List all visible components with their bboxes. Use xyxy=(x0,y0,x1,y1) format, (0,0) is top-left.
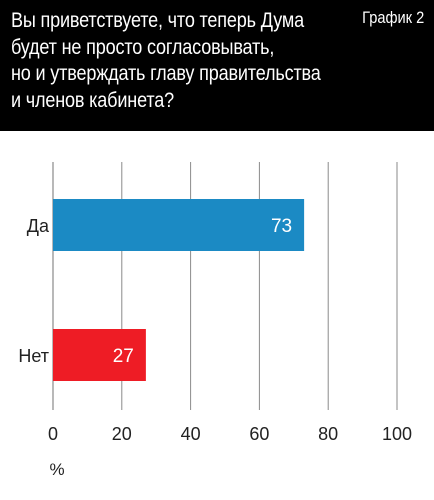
question-line-4: и членов кабинета? xyxy=(11,88,174,112)
x-tick-label-80: 80 xyxy=(318,424,338,444)
category-label-yes: Да xyxy=(27,216,50,236)
chart-number-label: График 2 xyxy=(361,8,424,27)
chart-question: Вы приветствуете, что теперь Дума будет … xyxy=(11,8,321,114)
x-axis-label: % xyxy=(49,460,64,479)
question-line-1: Вы приветствуете, что теперь Дума xyxy=(11,9,304,32)
x-tick-label-60: 60 xyxy=(249,424,269,444)
x-tick-label-20: 20 xyxy=(112,424,132,444)
chart-header: Вы приветствуете, что теперь Дума будет … xyxy=(0,0,434,131)
x-tick-label-0: 0 xyxy=(48,424,58,444)
question-line-3: но и утверждать главу правительства xyxy=(11,62,321,85)
bar-yes xyxy=(53,199,305,251)
bar-value-label-no: 27 xyxy=(113,346,134,367)
x-tick-label-100: 100 xyxy=(382,424,412,444)
x-tick-label-40: 40 xyxy=(181,424,201,444)
bar-no xyxy=(53,329,146,381)
bar-chart: 73 Да 27 Нет 0 20 40 60 80 100% xyxy=(18,162,412,479)
category-label-no: Нет xyxy=(18,346,49,366)
bar-value-label-yes: 73 xyxy=(271,216,292,237)
question-line-2: будет не просто согласовывать, xyxy=(11,35,275,59)
